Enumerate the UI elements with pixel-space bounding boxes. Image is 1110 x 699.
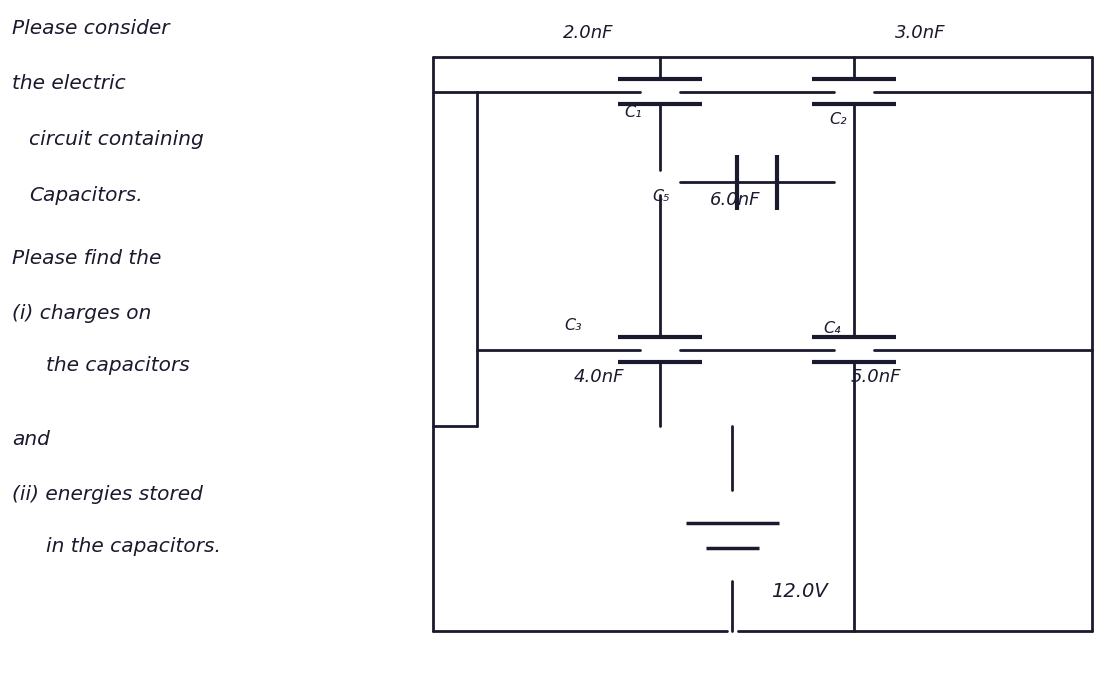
Text: C₄: C₄ xyxy=(823,321,840,336)
Text: 6.0nF: 6.0nF xyxy=(710,191,760,209)
Text: 2.0nF: 2.0nF xyxy=(563,24,614,42)
Text: in the capacitors.: in the capacitors. xyxy=(46,538,221,556)
Text: 4.0nF: 4.0nF xyxy=(574,368,625,387)
Text: Capacitors.: Capacitors. xyxy=(29,186,143,205)
Text: 12.0V: 12.0V xyxy=(771,582,828,601)
Text: Please find the: Please find the xyxy=(12,249,162,268)
Text: the electric: the electric xyxy=(12,75,127,94)
Text: C₅: C₅ xyxy=(653,189,670,204)
Text: and: and xyxy=(12,430,50,449)
Text: C₁: C₁ xyxy=(625,106,643,120)
Text: (ii) energies stored: (ii) energies stored xyxy=(12,485,203,504)
Text: C₂: C₂ xyxy=(829,113,847,127)
Text: Please consider: Please consider xyxy=(12,19,170,38)
Text: 3.0nF: 3.0nF xyxy=(895,24,946,42)
Text: 5.0nF: 5.0nF xyxy=(851,368,901,387)
Text: the capacitors: the capacitors xyxy=(46,356,190,375)
Text: C₃: C₃ xyxy=(564,317,582,333)
Text: (i) charges on: (i) charges on xyxy=(12,304,152,323)
Text: circuit containing: circuit containing xyxy=(29,130,204,149)
